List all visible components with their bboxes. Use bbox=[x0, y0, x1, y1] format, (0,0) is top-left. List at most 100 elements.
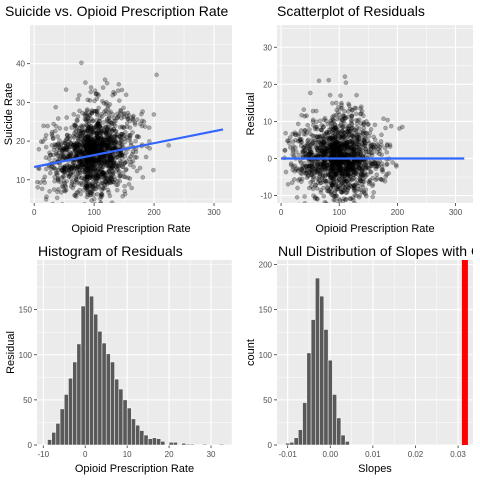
histogram-bar bbox=[135, 424, 140, 445]
scatter-point bbox=[94, 157, 100, 163]
scatter-point bbox=[87, 142, 92, 147]
scatter-point bbox=[79, 162, 84, 167]
scatter-point bbox=[74, 132, 79, 138]
scatter-point bbox=[119, 124, 125, 130]
scatter-point bbox=[90, 184, 96, 189]
histogram-bar bbox=[185, 443, 191, 445]
scatter-point bbox=[94, 138, 99, 143]
scatter-point bbox=[112, 115, 117, 121]
scatter-point bbox=[92, 145, 97, 151]
scatter-point bbox=[51, 147, 57, 153]
scatter-point bbox=[92, 159, 98, 164]
scatter-point bbox=[86, 142, 91, 147]
scatter-point bbox=[56, 150, 62, 156]
scatter-point bbox=[50, 133, 55, 139]
scatter-point bbox=[379, 167, 385, 172]
scatter-point bbox=[47, 152, 53, 158]
scatter-point bbox=[98, 130, 104, 136]
scatter-point bbox=[87, 189, 93, 195]
scatter-point bbox=[69, 181, 75, 186]
scatter-point bbox=[60, 173, 66, 179]
scatter-point bbox=[83, 163, 89, 169]
scatter-point bbox=[80, 150, 85, 155]
scatter-point bbox=[53, 128, 58, 134]
scatter-point bbox=[349, 121, 354, 126]
scatter-point bbox=[352, 200, 357, 203]
scatter-point bbox=[105, 159, 110, 165]
scatter-point bbox=[97, 161, 102, 166]
scatter-point bbox=[99, 114, 105, 119]
scatter-point bbox=[75, 189, 80, 195]
scatter-point bbox=[89, 164, 95, 169]
scatter-point bbox=[85, 189, 91, 194]
scatter-point bbox=[87, 175, 93, 181]
scatter-point bbox=[87, 161, 92, 167]
scatter-point bbox=[104, 142, 110, 148]
x-tick-label: 10 bbox=[123, 450, 132, 459]
scatter-point bbox=[80, 162, 86, 167]
histogram-bar bbox=[310, 319, 316, 445]
scatter-point bbox=[60, 202, 65, 203]
scatter-point bbox=[76, 167, 82, 172]
histogram-bar bbox=[55, 423, 61, 445]
scatter-point bbox=[79, 60, 84, 66]
scatter-point bbox=[119, 115, 124, 121]
scatter-point bbox=[379, 132, 384, 138]
scatter-point bbox=[83, 144, 88, 150]
scatter-point bbox=[98, 128, 103, 134]
scatter-point bbox=[291, 176, 297, 182]
scatter-point bbox=[133, 149, 139, 155]
scatter-point bbox=[104, 158, 109, 163]
scatter-point bbox=[91, 159, 96, 165]
scatter-point bbox=[94, 133, 99, 138]
histogram-bar bbox=[131, 418, 136, 445]
scatter-point bbox=[64, 143, 70, 149]
scatter-point bbox=[85, 137, 90, 143]
scatter-point bbox=[107, 172, 113, 177]
title-clip-cover bbox=[241, 0, 246, 24]
scatter-point bbox=[117, 178, 123, 184]
scatter-point bbox=[85, 180, 91, 186]
scatter-point bbox=[65, 154, 71, 159]
scatter-point bbox=[166, 142, 171, 148]
scatter-point bbox=[88, 160, 93, 166]
scatter-point bbox=[90, 161, 96, 166]
scatter-point bbox=[84, 129, 90, 135]
scatter-point bbox=[84, 165, 90, 171]
scatter-point bbox=[370, 181, 376, 187]
scatter-point bbox=[143, 154, 149, 160]
scatter-point bbox=[118, 153, 123, 159]
scatter-point bbox=[73, 193, 78, 198]
scatter-point bbox=[109, 179, 115, 184]
scatter-point bbox=[330, 193, 336, 198]
scatter-point bbox=[100, 185, 106, 190]
scatter-point bbox=[112, 163, 118, 168]
scatter-point bbox=[122, 191, 128, 197]
x-axis-label: Opioid Prescription Rate bbox=[75, 463, 194, 475]
y-tick-label: 40 bbox=[16, 60, 25, 69]
scatter-point bbox=[114, 182, 119, 188]
scatter-point bbox=[86, 125, 91, 131]
scatter-point bbox=[96, 156, 101, 162]
scatter-point bbox=[90, 125, 95, 131]
scatter-point bbox=[98, 157, 104, 162]
scatter-point bbox=[294, 194, 300, 200]
scatter-point bbox=[82, 158, 88, 164]
scatter-point bbox=[344, 135, 350, 141]
scatter-point bbox=[113, 139, 119, 145]
scatter-point bbox=[35, 184, 41, 190]
histogram-bar bbox=[173, 442, 178, 445]
scatter-point bbox=[110, 155, 116, 161]
scatter-point bbox=[354, 125, 360, 131]
scatter-point bbox=[123, 92, 129, 98]
scatter-point bbox=[87, 147, 92, 153]
scatter-point bbox=[61, 174, 67, 180]
scatter-point bbox=[93, 167, 98, 173]
scatter-point bbox=[310, 119, 316, 124]
scatter-point bbox=[350, 162, 355, 168]
scatter-point bbox=[94, 125, 100, 131]
scatter-point bbox=[135, 134, 140, 139]
scatter-point bbox=[61, 179, 67, 184]
scatter-point bbox=[96, 161, 102, 166]
